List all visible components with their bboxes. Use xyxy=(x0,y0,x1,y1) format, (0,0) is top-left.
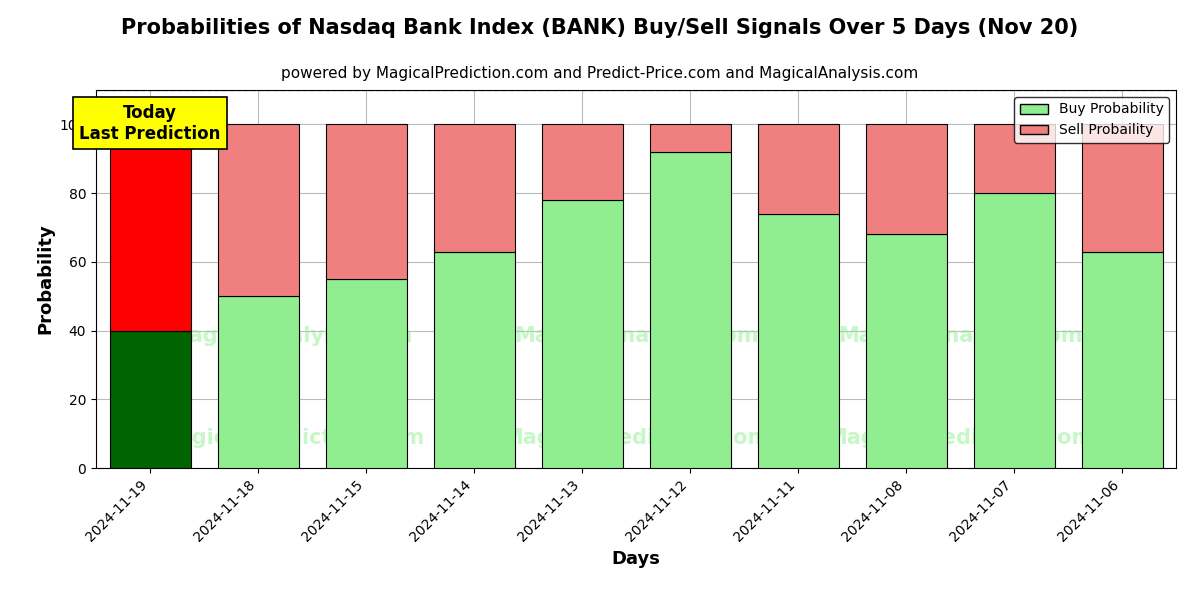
Text: powered by MagicalPrediction.com and Predict-Price.com and MagicalAnalysis.com: powered by MagicalPrediction.com and Pre… xyxy=(281,66,919,81)
Text: MagicalPrediction.com: MagicalPrediction.com xyxy=(157,428,424,448)
Text: Probabilities of Nasdaq Bank Index (BANK) Buy/Sell Signals Over 5 Days (Nov 20): Probabilities of Nasdaq Bank Index (BANK… xyxy=(121,18,1079,38)
Bar xyxy=(109,124,191,331)
Text: MagicalAnalysis.com: MagicalAnalysis.com xyxy=(838,326,1082,346)
Bar xyxy=(1081,251,1163,468)
Bar xyxy=(109,331,191,468)
X-axis label: Days: Days xyxy=(612,550,660,568)
Bar xyxy=(433,251,515,468)
Bar xyxy=(757,214,839,468)
Text: Today
Last Prediction: Today Last Prediction xyxy=(79,104,221,143)
Bar xyxy=(541,124,623,200)
Bar xyxy=(757,124,839,214)
Text: MagicalPrediction.com: MagicalPrediction.com xyxy=(827,428,1093,448)
Text: MagicalAnalysis.com: MagicalAnalysis.com xyxy=(514,326,758,346)
Text: MagicalAnalysis.com: MagicalAnalysis.com xyxy=(168,326,413,346)
Bar xyxy=(217,296,299,468)
Bar xyxy=(541,200,623,468)
Bar xyxy=(649,152,731,468)
Bar xyxy=(325,279,407,468)
Bar xyxy=(865,124,947,235)
Bar xyxy=(433,124,515,251)
Legend: Buy Probability, Sell Probaility: Buy Probability, Sell Probaility xyxy=(1014,97,1169,143)
Text: MagicalPrediction.com: MagicalPrediction.com xyxy=(503,428,769,448)
Y-axis label: Probability: Probability xyxy=(36,224,54,334)
Bar xyxy=(325,124,407,279)
Bar xyxy=(217,124,299,296)
Bar xyxy=(1081,124,1163,251)
Bar xyxy=(973,124,1055,193)
Bar xyxy=(649,124,731,152)
Bar xyxy=(973,193,1055,468)
Bar xyxy=(865,235,947,468)
